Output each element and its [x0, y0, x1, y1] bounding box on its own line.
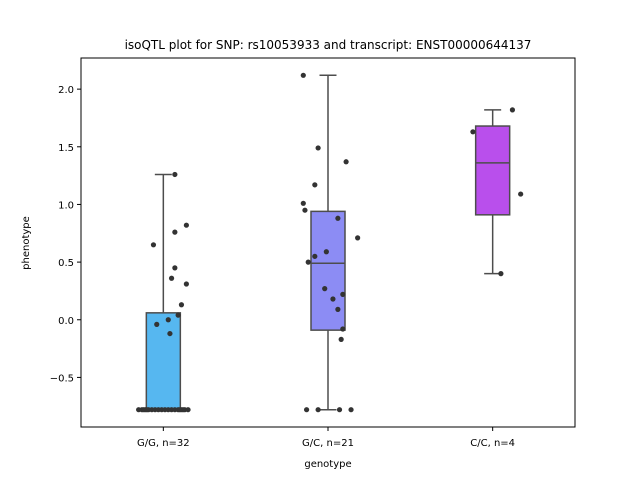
chart-title: isoQTL plot for SNP: rs10053933 and tran…: [125, 38, 532, 52]
x-tick-label: G/G, n=32: [137, 438, 190, 449]
data-point: [340, 326, 346, 332]
y-axis: −0.5 0.0 0.5 1.0 1.5 2.0: [50, 85, 81, 384]
data-point: [172, 229, 178, 235]
points-group-1: [300, 72, 361, 413]
data-point: [470, 129, 476, 135]
y-tick-label: 0.0: [58, 316, 74, 327]
data-point: [335, 306, 341, 312]
data-point: [175, 312, 181, 318]
y-tick-label: 1.5: [58, 143, 74, 154]
y-axis-label: phenotype: [21, 216, 32, 270]
data-point: [323, 249, 329, 255]
data-point: [338, 336, 344, 342]
y-tick-label: 0.5: [58, 258, 74, 269]
data-point: [348, 407, 354, 413]
data-point: [154, 321, 160, 327]
data-point: [168, 275, 175, 281]
box-group-2: [474, 109, 511, 275]
points-group-0: [136, 171, 191, 413]
data-point: [303, 407, 310, 413]
data-point: [336, 407, 343, 413]
data-point: [172, 265, 178, 271]
box-iqr: [145, 312, 182, 411]
plot-area: [136, 72, 524, 413]
data-point: [183, 281, 189, 287]
points-group-2: [470, 107, 524, 277]
x-tick-label: G/C, n=21: [302, 438, 354, 449]
data-point: [330, 296, 336, 302]
data-point: [302, 207, 308, 213]
data-point: [315, 145, 321, 151]
data-point: [300, 72, 306, 78]
box-group-0: [145, 173, 182, 411]
box-iqr: [474, 125, 511, 216]
data-point: [178, 302, 185, 308]
data-point: [498, 271, 504, 277]
box-group-1: [310, 74, 346, 411]
x-axis-label: genotype: [304, 459, 351, 470]
data-point: [165, 317, 171, 323]
data-point: [183, 222, 189, 228]
data-point: [305, 259, 311, 265]
data-point: [518, 191, 524, 197]
data-point: [172, 171, 178, 178]
data-point: [355, 235, 361, 241]
data-point: [312, 182, 318, 188]
data-point: [150, 242, 157, 248]
data-point: [177, 407, 183, 413]
data-point: [340, 291, 346, 297]
y-tick-label: 1.0: [58, 200, 74, 211]
data-point: [185, 407, 191, 413]
data-point: [300, 200, 306, 206]
box-iqr: [310, 210, 346, 331]
data-point: [312, 253, 318, 259]
data-point: [322, 286, 328, 292]
data-point: [167, 330, 173, 337]
y-tick-label: 2.0: [58, 85, 74, 96]
data-point: [343, 159, 349, 165]
data-point: [144, 407, 150, 413]
y-tick-label: −0.5: [50, 373, 74, 384]
x-axis: G/G, n=32 G/C, n=21 C/C, n=4: [137, 427, 515, 449]
data-point: [509, 107, 516, 113]
data-point: [335, 215, 341, 221]
x-tick-label: C/C, n=4: [470, 438, 515, 449]
plot-frame: [80, 57, 576, 428]
data-point: [315, 407, 321, 413]
